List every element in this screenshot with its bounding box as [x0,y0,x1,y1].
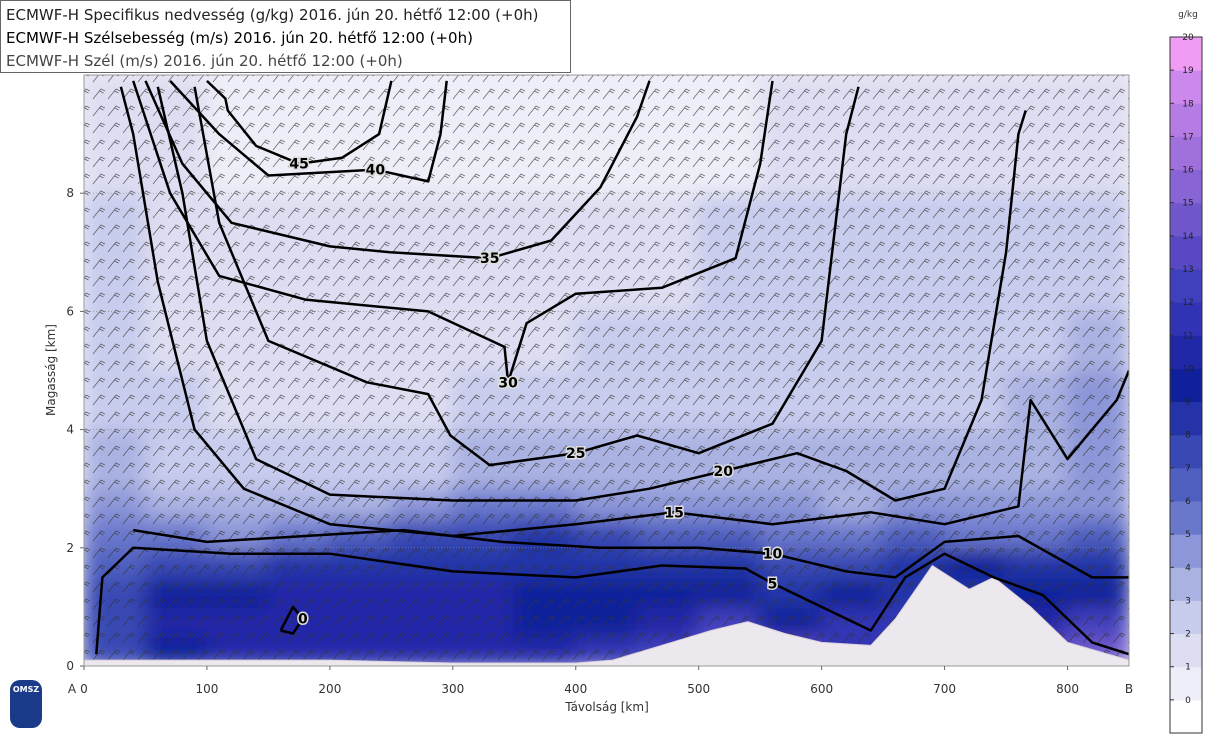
y-tick-label: 2 [66,541,74,555]
colorbar-swatch [1170,302,1202,336]
legend-entry: ECMWF-H Specifikus nedvesség (g/kg) 2016… [6,6,538,24]
x-tick-label: 700 [933,682,956,696]
colorbar-tick-label: 9 [1185,398,1191,408]
colorbar-swatch [1170,169,1202,204]
plot-frame [83,74,1130,667]
colorbar-swatch [1170,434,1202,469]
colorbar-tick-label: 18 [1182,99,1194,109]
colorbar-tick-label: 2 [1185,630,1191,640]
colorbar-swatch [1170,467,1202,502]
colorbar-tick-label: 12 [1182,298,1193,308]
contour-label: 30 [498,375,518,391]
contour-line [206,79,393,165]
colorbar-tick-label: 17 [1182,132,1193,142]
colorbar-swatch [1170,235,1202,270]
legend-entry: ECMWF-H Szélsebesség (m/s) 2016. jún 20.… [6,29,473,47]
y-tick-label: 0 [66,659,74,673]
colorbar-swatch [1170,501,1202,535]
colorbar-swatch [1170,368,1202,403]
colorbar-tick-label: 13 [1182,265,1193,275]
contour-line [169,80,448,183]
y-axis-label: Magasság [km] [44,324,58,416]
colorbar-unit: g/kg [1178,10,1198,20]
contour-line [156,86,1027,502]
logo-mark [10,680,42,728]
contour-line [193,86,860,467]
colorbar-swatch [1170,202,1202,237]
contour-line [119,86,1129,538]
colorbar-tick-label: 10 [1182,364,1194,374]
colorbar-tick-label: 14 [1182,232,1194,242]
colorbar-tick-label: 11 [1182,331,1193,341]
x-tick-label: 500 [687,682,710,696]
contour-line [133,528,1129,579]
x-tick-label: 300 [441,682,464,696]
contour-label: 10 [763,547,783,563]
colorbar-tick-label: 5 [1185,530,1191,540]
colorbar-swatch [1170,401,1202,436]
colorbar-tick-label: 0 [1185,696,1191,706]
colorbar-swatch [1170,666,1202,701]
contour-line [132,80,774,384]
x-tick-label: 200 [318,682,341,696]
contour-label: 25 [566,446,585,462]
colorbar-swatch [1170,269,1202,303]
contours: 0 5 10 15 20 25 30 35 40 45 [95,79,1129,656]
colorbar-swatch [1170,335,1202,369]
colorbar-swatch [1170,136,1202,171]
x-tick-label: 400 [564,682,587,696]
contour-label: 15 [664,505,683,521]
contour-label: 20 [714,464,734,480]
contour-label: 5 [768,576,778,592]
colorbar-tick-label: 20 [1182,33,1194,43]
legend-box [0,0,571,73]
colorbar-swatch [1170,600,1202,635]
colorbar-swatch [1170,633,1202,668]
colorbar-tick-label: 6 [1185,497,1191,507]
y-tick-label: 8 [66,186,74,200]
wind-barbs [84,75,1129,666]
terrain [84,564,1129,666]
colorbar-frame [1169,36,1203,734]
contour-label: 45 [289,157,308,173]
colorbar-swatch [1170,37,1202,71]
contour-label: 40 [366,163,386,179]
colorbar-tick-label: 7 [1185,464,1191,474]
colorbar-tick-label: 3 [1185,596,1191,606]
y-tick-label: 4 [66,423,74,437]
x-tick-label: 100 [195,682,218,696]
x-axis-label: Távolság [km] [564,700,649,714]
y-tick-label: 6 [66,304,74,318]
colorbar-swatch [1170,567,1202,601]
legend-entry: ECMWF-H Szél (m/s) 2016. jún 20. hétfő 1… [6,52,403,70]
colorbar-swatch [1170,699,1202,734]
contour-line [95,546,1129,656]
end-label: B [1125,682,1133,696]
colorbar-swatch [1170,103,1202,137]
contour-label: 0 [298,612,308,628]
colorbar-tick-label: 8 [1185,431,1191,441]
start-label: A [68,682,77,696]
terrain-profile [84,564,1129,666]
contour-line [144,80,651,260]
colorbar-tick-label: 15 [1182,199,1193,209]
colorbar-tick-label: 16 [1182,166,1194,176]
logo-text: OMSZ [13,685,40,694]
contour-line [279,605,305,635]
colorbar-tick-label: 4 [1185,563,1191,573]
x-tick-label: 0 [80,682,88,696]
x-tick-label: 800 [1056,682,1079,696]
colorbar-swatch [1170,70,1202,104]
colorbar-swatch [1170,534,1202,568]
colorbar-tick-label: 19 [1182,66,1194,76]
colorbar-tick-label: 1 [1185,663,1191,673]
x-tick-label: 600 [810,682,833,696]
contour-label: 35 [480,251,499,267]
